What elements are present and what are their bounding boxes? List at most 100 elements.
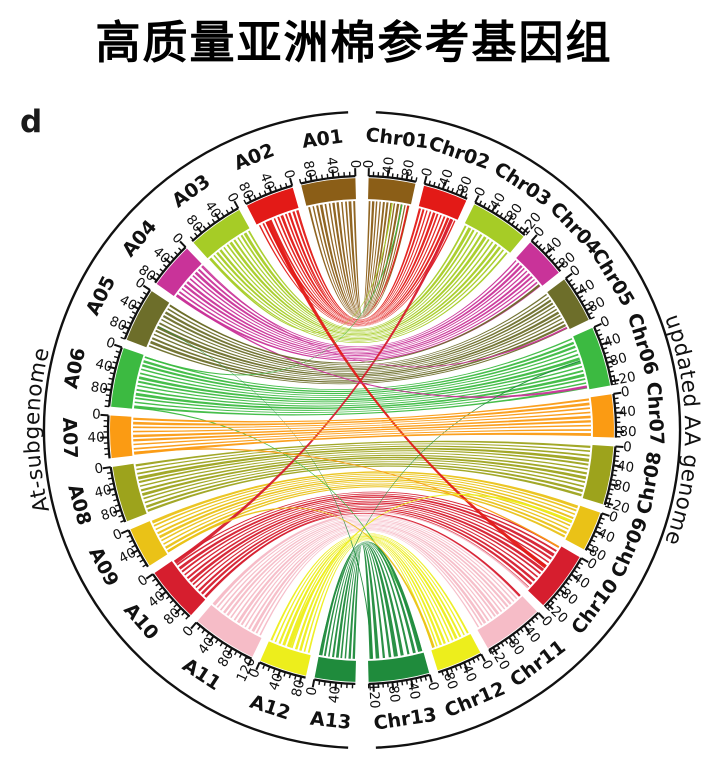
tick-mark — [595, 328, 601, 333]
link-A13-Chr13 — [352, 544, 374, 659]
tick-mark — [105, 394, 111, 397]
tick-mark — [131, 544, 136, 548]
tick-mark — [221, 212, 225, 218]
tick-mark — [131, 304, 140, 310]
link-A07-Chr07 — [133, 420, 591, 442]
link-A11-Chr11 — [223, 518, 512, 614]
tick-mark — [546, 603, 554, 610]
tick-mark — [606, 497, 612, 500]
link-A07-Chr07 — [134, 432, 591, 455]
chromosome-label-A02: A02 — [231, 139, 277, 175]
chromosome-label-Chr08: Chr08 — [633, 450, 666, 516]
tick-mark — [331, 169, 335, 178]
tick-mark — [464, 193, 468, 199]
axis-A03 — [191, 207, 239, 243]
tick-mark — [121, 324, 130, 330]
tick-mark — [238, 653, 243, 658]
chromosome-label-A12: A12 — [247, 691, 293, 725]
chromosome-label-A13: A13 — [309, 708, 352, 734]
link-A01-Chr01 — [336, 201, 385, 317]
tick-label-A12-40: 40 — [266, 671, 287, 692]
axis-A11 — [195, 621, 252, 660]
tick-mark — [454, 665, 458, 671]
chromosome-label-A05: A05 — [82, 272, 120, 319]
tick-mark — [428, 180, 431, 186]
tick-mark — [279, 184, 283, 190]
tick-mark — [151, 578, 157, 582]
tick-mark — [165, 595, 171, 600]
tick-mark — [594, 530, 603, 536]
tick-mark — [480, 653, 486, 662]
chromosome-arc-Chr12 — [431, 633, 481, 671]
tick-mark — [548, 254, 553, 259]
tick-label-A09-40: 40 — [116, 545, 139, 567]
tick-mark — [120, 336, 126, 340]
tick-mark — [194, 232, 199, 237]
tick-label-Chr01-40: 40 — [380, 156, 398, 175]
link-A01-Chr01 — [341, 201, 381, 316]
tick-mark — [155, 272, 161, 277]
tick-mark — [609, 370, 614, 373]
tick-mark — [272, 668, 276, 674]
tick-mark — [433, 181, 436, 187]
chromosome-arc-A12 — [260, 641, 311, 676]
chromosome-arc-Chr04 — [516, 242, 559, 286]
axis-A01 — [300, 174, 356, 185]
tick-mark — [113, 343, 123, 349]
tick-mark — [423, 175, 428, 185]
tick-label-Chr13-40: 40 — [404, 681, 423, 701]
tick-mark — [211, 218, 216, 224]
tick-mark — [530, 234, 538, 242]
axis-Chr10 — [543, 557, 583, 608]
tick-mark — [247, 658, 253, 667]
tick-mark — [482, 202, 487, 208]
tick-mark — [446, 186, 450, 191]
link-A03-Chr03 — [248, 225, 467, 330]
tick-mark — [118, 514, 123, 518]
link-A03-Chr03 — [233, 234, 483, 334]
tick-mark — [208, 635, 215, 644]
left-outer-arc — [42, 111, 349, 749]
tick-mark — [120, 519, 125, 523]
tick-mark — [611, 474, 617, 477]
tick-mark — [262, 664, 266, 670]
tick-mark — [441, 181, 447, 190]
tick-mark — [219, 642, 224, 647]
tick-mark — [202, 225, 207, 230]
tick-mark — [590, 539, 596, 543]
tick-label-Chr02-40: 40 — [436, 167, 457, 188]
chromosome-arc-A03 — [193, 209, 250, 259]
figure-title: 高质量亚洲棉参考基因组 — [95, 16, 613, 69]
tick-mark — [114, 504, 120, 507]
tick-mark — [463, 662, 469, 671]
link-A02-Chr02 — [280, 212, 436, 323]
link-A13-Chr13 — [348, 544, 380, 659]
tick-mark — [396, 173, 399, 179]
link-A11-Chr11 — [236, 523, 500, 624]
chromosome-arc-Chr13 — [368, 652, 430, 682]
link-A04-Chr04 — [201, 260, 517, 348]
tick-mark — [478, 200, 483, 206]
tick-mark — [112, 361, 118, 364]
tick-mark — [593, 322, 602, 328]
tick-mark — [113, 355, 119, 359]
tick-mark — [126, 534, 132, 538]
tick-mark — [487, 205, 491, 210]
tick-mark — [267, 184, 273, 194]
tick-mark — [445, 669, 450, 678]
link-A04-Chr04 — [197, 262, 520, 349]
link-A11-Chr11 — [219, 517, 515, 611]
tick-mark — [334, 682, 338, 691]
link-A07-Chr07 — [133, 407, 591, 429]
tick-mark — [298, 676, 303, 685]
tick-mark — [500, 642, 505, 647]
link-A03-Chr03 — [237, 231, 479, 333]
chromosome-arc-Chr02 — [418, 185, 467, 220]
link-A10-Chr10 — [201, 508, 533, 595]
link-A13-Chr13 — [335, 543, 398, 658]
tick-mark — [451, 187, 454, 193]
tick-mark — [609, 483, 619, 487]
chromosome-label-Chr07: Chr07 — [642, 381, 668, 445]
link-A03-Chr03 — [243, 227, 472, 331]
tick-mark — [503, 215, 508, 220]
